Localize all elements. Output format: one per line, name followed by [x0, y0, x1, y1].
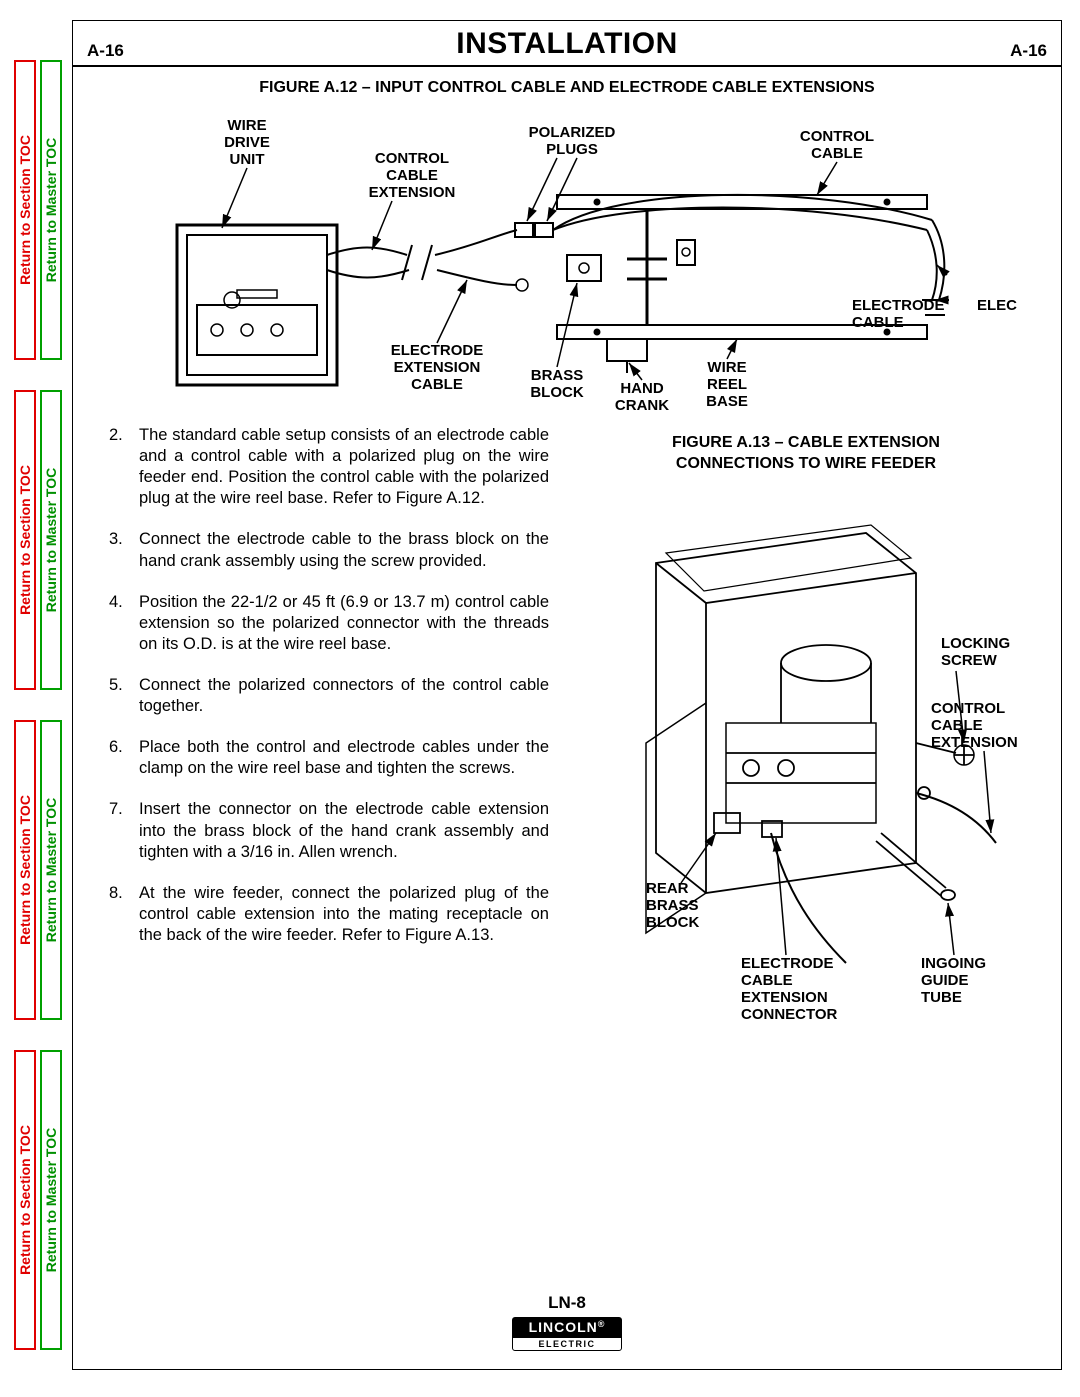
svg-text:CONTROL: CONTROL	[375, 150, 449, 167]
svg-text:CABLE: CABLE	[811, 145, 863, 162]
svg-text:ELECTRODE: ELECTRODE	[977, 297, 1017, 314]
svg-text:CABLE: CABLE	[411, 376, 463, 393]
svg-text:ELECTRODE: ELECTRODE	[741, 955, 834, 972]
lincoln-logo: LINCOLN® ELECTRIC	[512, 1317, 622, 1351]
return-section-toc-link[interactable]: Return to Section TOC	[14, 1050, 36, 1350]
svg-text:BLOCK: BLOCK	[646, 914, 699, 931]
step-number: 5.	[109, 675, 139, 717]
svg-text:TUBE: TUBE	[921, 989, 962, 1006]
step-text: Connect the polarized connectors of the …	[139, 675, 549, 717]
svg-text:CABLE: CABLE	[741, 972, 793, 989]
step-number: 8.	[109, 883, 139, 946]
step-number: 2.	[109, 425, 139, 509]
figure-a12-title: FIGURE A.12 – INPUT CONTROL CABLE AND EL…	[73, 79, 1061, 97]
svg-text:ELECTRODE: ELECTRODE	[852, 297, 945, 314]
step-number: 3.	[109, 529, 139, 571]
step-text: At the wire feeder, connect the polarize…	[139, 883, 549, 946]
instruction-steps: 2.The standard cable setup consists of a…	[109, 425, 549, 1053]
svg-text:POLARIZED: POLARIZED	[529, 124, 616, 141]
page-title: INSTALLATION	[456, 27, 678, 61]
svg-text:BRASS: BRASS	[646, 897, 699, 914]
return-section-toc-link[interactable]: Return to Section TOC	[14, 720, 36, 1020]
svg-text:CRANK: CRANK	[615, 397, 669, 414]
svg-text:INGOING: INGOING	[921, 955, 986, 972]
figure-a13-title: FIGURE A.13 – CABLE EXTENSION CONNECTION…	[573, 433, 1039, 475]
return-master-toc-link[interactable]: Return to Master TOC	[40, 720, 62, 1020]
return-master-toc-link[interactable]: Return to Master TOC	[40, 390, 62, 690]
page-header: A-16 INSTALLATION A-16	[73, 21, 1061, 67]
page-number-right: A-16	[1010, 41, 1047, 61]
page-number-left: A-16	[87, 41, 124, 61]
svg-text:EXTENSION: EXTENSION	[741, 989, 828, 1006]
svg-text:WIRE: WIRE	[227, 117, 266, 134]
page-footer: LN-8 LINCOLN® ELECTRIC	[73, 1293, 1061, 1351]
svg-text:REEL: REEL	[707, 376, 747, 393]
svg-text:CONNECTOR: CONNECTOR	[741, 1006, 838, 1023]
svg-text:REAR: REAR	[646, 880, 689, 897]
svg-text:HAND: HAND	[620, 380, 663, 397]
svg-text:CONTROL: CONTROL	[931, 700, 1005, 717]
return-section-toc-link[interactable]: Return to Section TOC	[14, 390, 36, 690]
svg-text:CABLE: CABLE	[852, 314, 904, 331]
svg-text:BRASS: BRASS	[531, 367, 584, 384]
svg-text:SCREW: SCREW	[941, 652, 998, 669]
step-text: The standard cable setup consists of an …	[139, 425, 549, 509]
step-number: 4.	[109, 592, 139, 655]
return-section-toc-link[interactable]: Return to Section TOC	[14, 60, 36, 360]
page-frame: A-16 INSTALLATION A-16 FIGURE A.12 – INP…	[72, 20, 1062, 1370]
step-number: 7.	[109, 799, 139, 862]
svg-text:PLUGS: PLUGS	[546, 141, 598, 158]
step-text: Insert the connector on the electrode ca…	[139, 799, 549, 862]
svg-text:BASE: BASE	[706, 393, 748, 410]
svg-text:CABLE: CABLE	[931, 717, 983, 734]
svg-text:EXTENSION: EXTENSION	[394, 359, 481, 376]
svg-text:EXTENSION: EXTENSION	[369, 184, 456, 201]
footer-model: LN-8	[73, 1293, 1061, 1313]
return-master-toc-link[interactable]: Return to Master TOC	[40, 1050, 62, 1350]
svg-text:DRIVE: DRIVE	[224, 134, 270, 151]
svg-text:LOCKING: LOCKING	[941, 635, 1010, 652]
step-text: Position the 22-1/2 or 45 ft (6.9 or 13.…	[139, 592, 549, 655]
svg-text:CABLE: CABLE	[386, 167, 438, 184]
svg-text:BLOCK: BLOCK	[530, 384, 583, 401]
step-text: Connect the electrode cable to the brass…	[139, 529, 549, 571]
figure-a13-diagram: LOCKING SCREW CONTROL CABLE EXTENSION RE…	[586, 493, 1026, 1053]
step-number: 6.	[109, 737, 139, 779]
figure-a12-diagram: WIRE DRIVE UNIT CONTROL CABLE EXTENSION …	[117, 105, 1017, 415]
svg-text:GUIDE: GUIDE	[921, 972, 969, 989]
svg-text:UNIT: UNIT	[230, 151, 265, 168]
step-text: Place both the control and electrode cab…	[139, 737, 549, 779]
svg-text:ELECTRODE: ELECTRODE	[391, 342, 484, 359]
toc-sidebar: Return to Section TOC Return to Section …	[14, 60, 66, 1350]
svg-text:WIRE: WIRE	[707, 359, 746, 376]
svg-text:CONTROL: CONTROL	[800, 128, 874, 145]
return-master-toc-link[interactable]: Return to Master TOC	[40, 60, 62, 360]
svg-text:EXTENSION: EXTENSION	[931, 734, 1018, 751]
